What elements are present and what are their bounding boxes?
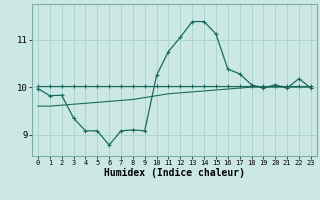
X-axis label: Humidex (Indice chaleur): Humidex (Indice chaleur) — [104, 168, 245, 178]
